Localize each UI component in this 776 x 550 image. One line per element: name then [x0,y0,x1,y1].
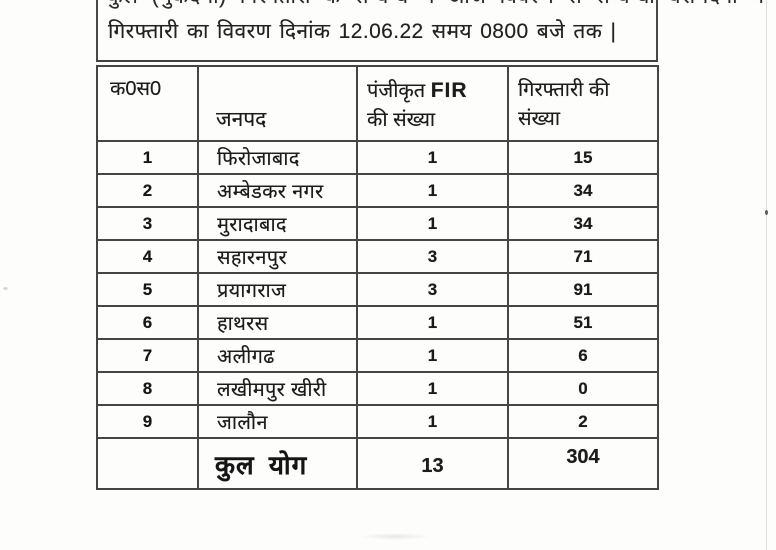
header-district: जनपद [197,65,358,142]
cell-serial: 9 [96,404,199,439]
cell-fir: 1 [356,371,509,406]
cell-district: अलीगढ [197,338,358,373]
cell-arrests: 91 [507,272,659,307]
scan-smudge [360,533,430,540]
header-arrests-line1: गिरफ्तारी की [518,79,610,101]
document-title: गिरफ्तारी का विवरण दिनांक 12.06.22 समय 0… [108,20,617,43]
cell-arrests: 71 [507,239,659,274]
table-row: 2 अम्बेडकर नगर 1 34 [96,173,659,208]
cell-serial: 6 [96,305,199,340]
cell-arrests: 2 [507,404,659,439]
cell-arrests: 6 [507,338,659,373]
cell-serial: 8 [96,371,199,406]
cell-fir: 1 [356,305,509,340]
table-row: 3 मुरादाबाद 1 34 [96,206,659,241]
total-empty-cell [96,437,199,490]
header-fir: पंजीकृत FIR की संख्या [356,65,509,142]
cell-district: लखीमपुर खीरी [197,371,358,406]
cell-district: अम्बेडकर नगर [197,173,358,208]
scan-speck [765,210,768,215]
cell-serial: 1 [96,140,199,175]
header-fir-acronym: FIR [430,79,468,102]
cell-fir: 1 [356,206,509,241]
cell-district: मुरादाबाद [197,206,358,241]
arrests-table: क0स0 जनपद पंजीकृत FIR की संख्या गिरफ्तार… [96,65,659,490]
table-row: 4 सहारनपुर 3 71 [96,239,659,274]
scan-speck [3,287,8,290]
cell-fir: 1 [356,404,509,439]
cell-arrests: 15 [507,140,659,175]
total-row: कुल योग 13 304 [96,437,659,490]
header-serial: क0स0 [96,65,199,142]
cell-fir: 1 [356,338,509,373]
table-row: 8 लखीमपुर खीरी 1 0 [96,371,659,406]
cell-district: जालौन [197,404,358,439]
cell-district: प्रयागराज [197,272,358,307]
header-arrests-line2: संख्या [518,108,560,130]
page-edge-line [766,0,767,550]
cell-serial: 5 [96,272,199,307]
header-fir-line2: की संख्या [367,109,436,132]
cell-district: फिरोजाबाद [197,140,358,175]
cell-arrests: 0 [507,371,659,406]
cell-serial: 7 [96,338,199,373]
cell-serial: 2 [96,173,199,208]
cell-fir: 1 [356,140,509,175]
header-fir-prefix: पंजीकृत [367,80,426,102]
cell-fir: 3 [356,239,509,274]
cell-fir: 1 [356,173,509,208]
table-header-row: क0स0 जनपद पंजीकृत FIR की संख्या गिरफ्तार… [96,65,659,142]
cell-arrests: 34 [507,206,659,241]
total-fir: 13 [356,437,509,490]
total-fir-value: 13 [421,455,444,477]
table-row: 1 फिरोजाबाद 1 15 [96,140,659,175]
total-arrests-value: 304 [566,446,600,468]
clipped-text-line: कुल (मुकदमों) गिरफ्तारी के सम्बन्ध में आ… [107,0,764,10]
header-arrests: गिरफ्तारी की संख्या [507,65,659,142]
cell-district: सहारनपुर [197,239,358,274]
cell-serial: 4 [96,239,199,274]
table-row: 5 प्रयागराज 3 91 [96,272,659,307]
table-row: 7 अलीगढ 1 6 [96,338,659,373]
total-label: कुल योग [197,437,358,490]
total-arrests: 304 [507,437,659,490]
cell-district: हाथरस [197,305,358,340]
header-box: गिरफ्तारी का विवरण दिनांक 12.06.22 समय 0… [96,0,658,62]
cell-serial: 3 [96,206,199,241]
cell-arrests: 34 [507,173,659,208]
cell-arrests: 51 [507,305,659,340]
cell-fir: 3 [356,272,509,307]
table-row: 6 हाथरस 1 51 [96,305,659,340]
table-row: 9 जालौन 1 2 [96,404,659,439]
